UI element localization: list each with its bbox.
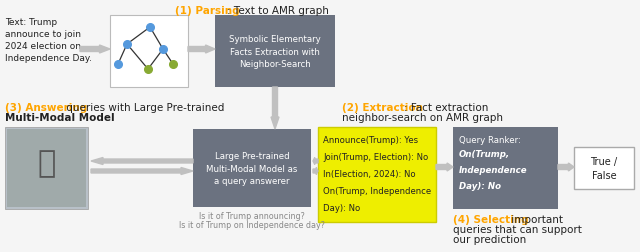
Text: In(Election, 2024): No: In(Election, 2024): No [323,169,415,178]
FancyArrow shape [188,46,215,54]
Text: Symbolic Elementary
Facts Extraction with
Neighbor-Search: Symbolic Elementary Facts Extraction wit… [229,35,321,68]
Text: (1) Parsing: (1) Parsing [175,6,239,16]
FancyArrow shape [313,158,318,165]
Text: : Text to AMR graph: : Text to AMR graph [227,6,329,16]
FancyArrow shape [558,163,574,171]
Bar [318,128,436,222]
Text: (2) Extraction: (2) Extraction [342,103,423,113]
Text: Query Ranker:: Query Ranker: [459,136,521,144]
FancyArrow shape [436,163,453,171]
Text: True /
False: True / False [591,157,618,180]
Text: Day): No: Day): No [323,203,360,212]
Bar [215,16,335,88]
Text: Join(Trump, Election): No: Join(Trump, Election): No [323,152,428,161]
Text: Large Pre-trained
Multi-Modal Model as
a query answerer: Large Pre-trained Multi-Modal Model as a… [206,152,298,185]
Text: our prediction: our prediction [453,234,526,244]
Text: Is it of Trump announcing?: Is it of Trump announcing? [199,211,305,220]
Text: Text: Trump
announce to join
2024 election on
Independence Day.: Text: Trump announce to join 2024 electi… [5,18,92,63]
FancyArrow shape [91,168,193,175]
FancyArrow shape [313,168,318,175]
Bar [110,16,188,88]
Text: queries that can support: queries that can support [453,224,582,234]
Text: Announce(Trump): Yes: Announce(Trump): Yes [323,136,418,144]
Text: Independence: Independence [459,165,527,174]
Text: On(Trump, Independence: On(Trump, Independence [323,186,431,195]
Text: 👤: 👤 [37,149,56,178]
Bar [193,130,311,207]
Text: : Fact extraction: : Fact extraction [404,103,488,113]
Bar [7,130,86,207]
Text: Is it of Trump on Independence day?: Is it of Trump on Independence day? [179,220,325,229]
FancyArrow shape [91,158,193,165]
Bar [5,128,88,209]
FancyArrow shape [80,46,110,54]
Text: Multi-Modal Model: Multi-Modal Model [5,113,115,122]
Text: important: important [508,214,563,224]
Text: (3) Answering: (3) Answering [5,103,87,113]
Text: (4) Selecting: (4) Selecting [453,214,529,224]
Text: neighbor-search on AMR graph: neighbor-search on AMR graph [342,113,503,122]
Bar [574,147,634,189]
FancyArrow shape [271,88,279,130]
Bar [453,128,558,209]
Text: queries with Large Pre-trained: queries with Large Pre-trained [63,103,225,113]
Text: Day): No: Day): No [459,181,501,190]
Text: On(Trump,: On(Trump, [459,149,510,158]
